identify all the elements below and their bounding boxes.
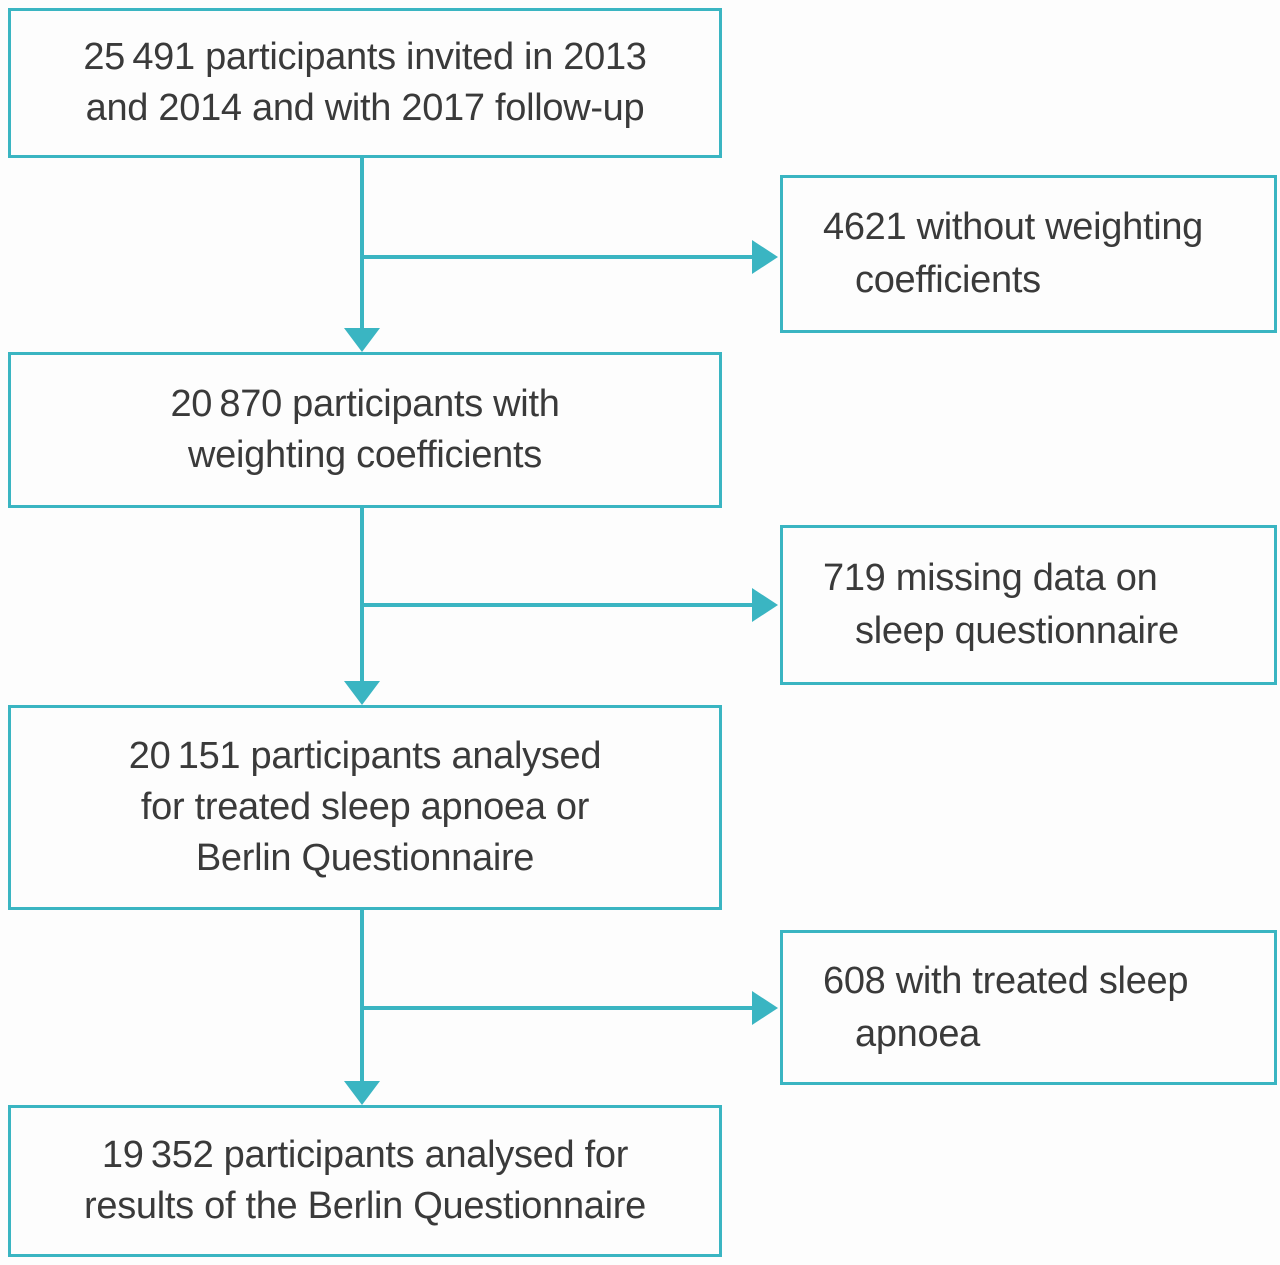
arrowhead-down-icon: [344, 1081, 380, 1105]
arrowhead-right-icon: [752, 588, 778, 622]
flow-box-berlin-questionnaire-results-text: 19 352 participants analysed for results…: [84, 1134, 646, 1227]
exclusion-box-no-weighting-coefficients-text: 4621 without weighting coefficients: [823, 206, 1204, 301]
arrowhead-down-icon: [344, 328, 380, 352]
exclusion-box-treated-sleep-apnoea: 608 with treated sleep apnoea: [780, 930, 1277, 1085]
flow-box-berlin-questionnaire-results: 19 352 participants analysed for results…: [8, 1105, 722, 1257]
flow-box-participants-invited: 25 491 participants invited in 2013 and …: [8, 8, 722, 158]
connector-line-vertical-2: [360, 508, 364, 683]
flow-box-weighting-coefficients-text: 20 870 participants with weighting coeff…: [170, 383, 560, 476]
flow-box-participants-analysed: 20 151 participants analysed for treated…: [8, 705, 722, 910]
flow-box-participants-invited-text: 25 491 participants invited in 2013 and …: [83, 36, 647, 129]
arrowhead-down-icon: [344, 681, 380, 705]
exclusion-box-no-weighting-coefficients: 4621 without weighting coefficients: [780, 175, 1277, 333]
connector-line-horizontal-2: [360, 603, 752, 607]
connector-line-horizontal-3: [360, 1006, 752, 1010]
arrowhead-right-icon: [752, 991, 778, 1025]
exclusion-box-treated-sleep-apnoea-text: 608 with treated sleep apnoea: [823, 959, 1189, 1055]
connector-line-horizontal-1: [360, 255, 752, 259]
connector-line-vertical-3: [360, 910, 364, 1083]
arrowhead-right-icon: [752, 240, 778, 274]
flow-box-weighting-coefficients: 20 870 participants with weighting coeff…: [8, 352, 722, 508]
connector-line-vertical-1: [360, 158, 364, 330]
flow-box-participants-analysed-text: 20 151 participants analysed for treated…: [128, 735, 602, 879]
exclusion-box-missing-sleep-data: 719 missing data on sleep questionnaire: [780, 525, 1277, 685]
exclusion-box-missing-sleep-data-text: 719 missing data on sleep questionnaire: [823, 557, 1179, 652]
